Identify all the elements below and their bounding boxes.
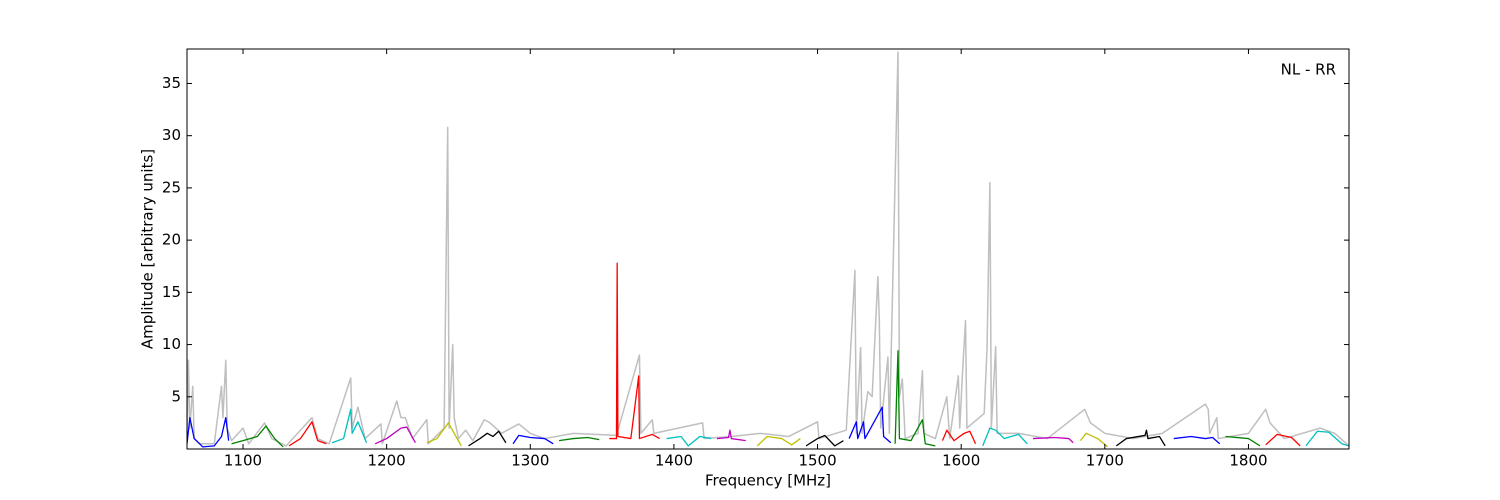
series-line [187,51,1349,447]
series-line [231,425,284,448]
series-line [1115,429,1166,447]
series-line [805,434,844,447]
x-tick-label: 1400 [655,452,693,470]
y-tick-label: 30 [162,126,181,144]
series-line [894,350,936,447]
y-tick-label: 25 [162,178,181,196]
y-tick-label: 10 [162,335,181,353]
x-tick-label: 1200 [368,452,406,470]
x-tick-label: 1500 [798,452,836,470]
y-axis-label: Amplitude [arbitrary units] [139,149,157,349]
series-line [187,417,230,448]
y-tick-label: 20 [162,231,181,249]
y-tick-label: 35 [162,74,181,92]
series-line [666,435,712,447]
x-axis-label: Frequency [MHz] [705,472,831,490]
series-line [288,421,327,447]
series-line [848,406,892,444]
series-line [1173,435,1221,445]
plot-frame [186,48,1350,450]
series-line [468,430,507,447]
series-line [558,436,600,442]
series-line [941,429,977,445]
series-line [426,422,462,447]
series-line [512,434,554,445]
series-line [716,429,746,442]
series-line [1305,430,1349,447]
series-line [1079,432,1109,448]
series-line [331,408,368,444]
series-line [1265,433,1301,447]
y-tick-label: 15 [162,283,181,301]
series-line [982,427,1028,447]
x-tick-label: 1600 [942,452,980,470]
annotation: NL - RR [1281,61,1336,79]
series-line [609,262,660,440]
x-tick-label: 1800 [1229,452,1267,470]
x-tick-label: 1700 [1086,452,1124,470]
series-line [374,426,416,445]
series-line [756,435,801,447]
series-line [1225,435,1261,447]
x-tick-label: 1100 [224,452,262,470]
y-tick-label: 5 [171,387,181,405]
x-tick-label: 1300 [511,452,549,470]
series-line [1032,436,1074,444]
